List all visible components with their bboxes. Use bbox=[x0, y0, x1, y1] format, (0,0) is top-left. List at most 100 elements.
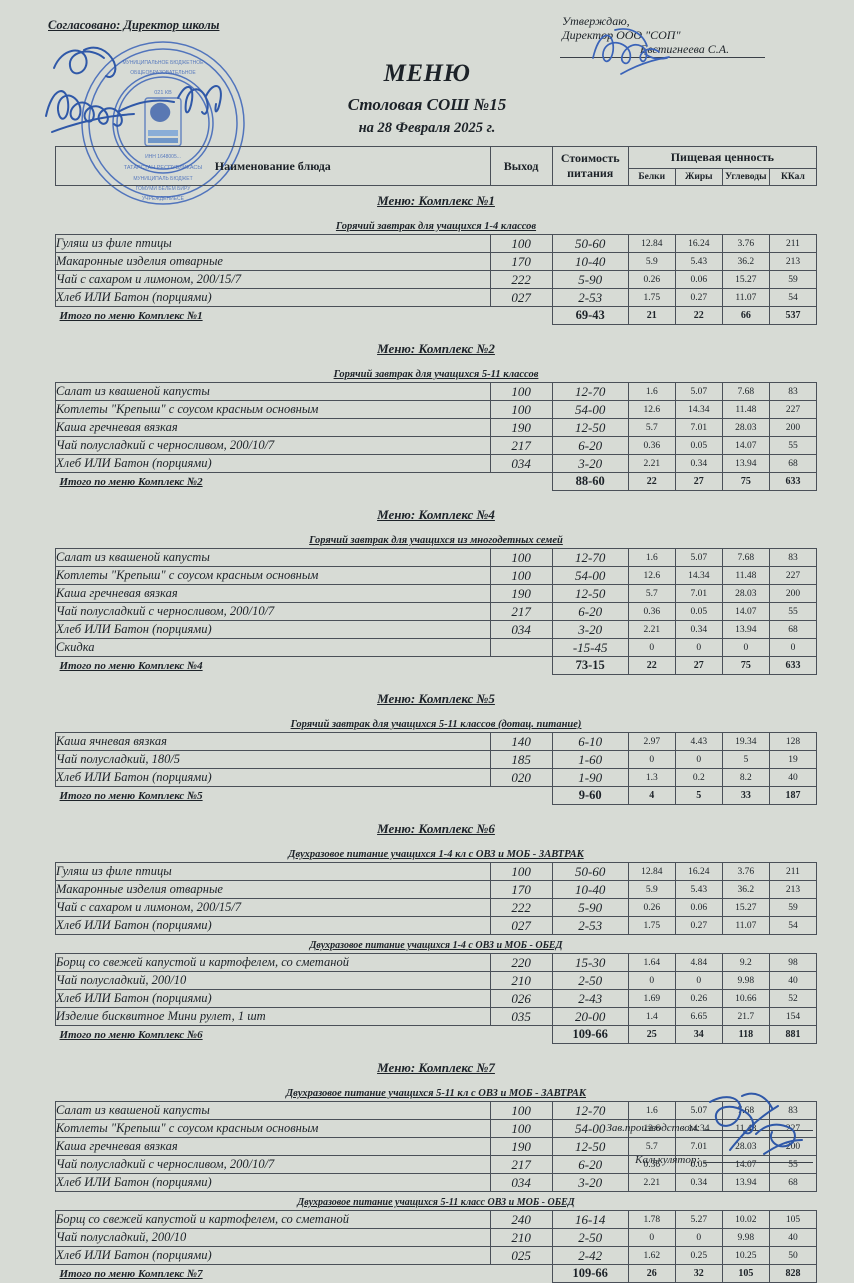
cell-proteins: 1.69 bbox=[627, 989, 676, 1008]
total-fats: 22 bbox=[674, 306, 723, 325]
cell-proteins: 1.75 bbox=[627, 288, 676, 307]
table-row: Салат из квашеной капусты 100 12-70 1.6 5.07… bbox=[55, 382, 818, 401]
cell-fats: 0.25 bbox=[674, 1246, 723, 1265]
cell-proteins: 2.97 bbox=[627, 732, 676, 751]
cell-dish-name: Макаронные изделия отварные bbox=[55, 252, 491, 271]
menu-table: Наименование блюда Выход Стоимость питан… bbox=[55, 146, 818, 1283]
table-row: Хлеб ИЛИ Батон (порциями) 027 2-53 1.75 0.27… bbox=[55, 916, 818, 935]
cell-fats: 0.05 bbox=[674, 602, 723, 621]
cell-output: 034 bbox=[489, 1173, 553, 1192]
complex-total-row: Итого по меню Комплекс №2 88-60 22 27 75 633 bbox=[56, 472, 818, 491]
cell-carbs: 3.76 bbox=[721, 234, 770, 253]
total-price: 109-66 bbox=[551, 1264, 629, 1283]
cell-carbs: 9.98 bbox=[721, 1228, 770, 1247]
cell-dish-name: Борщ со свежей капустой и картофелем, со… bbox=[55, 953, 491, 972]
cell-output: 222 bbox=[489, 270, 553, 289]
total-kcal: 828 bbox=[768, 1264, 818, 1283]
title-block: МЕНЮ Столовая СОШ №15 на 28 Февраля 2025… bbox=[0, 60, 854, 137]
table-row: Борщ со свежей капустой и картофелем, со… bbox=[55, 1210, 818, 1229]
complex-title-row: Меню: Комплекс №4 bbox=[56, 500, 817, 530]
table-row: Котлеты "Крепыш" с соусом красным основн… bbox=[55, 566, 818, 585]
cell-output: 190 bbox=[489, 418, 553, 437]
cell-dish-name: Чай с сахаром и лимоном, 200/15/7 bbox=[55, 898, 491, 917]
section-caption-row: Горячий завтрак для учащихся 5-11 классо… bbox=[56, 714, 817, 733]
cell-fats: 0.26 bbox=[674, 989, 723, 1008]
cell-price: 50-60 bbox=[551, 234, 629, 253]
cell-output: 100 bbox=[489, 234, 553, 253]
cell-dish-name: Котлеты "Крепыш" с соусом красным основн… bbox=[55, 566, 491, 585]
cell-kcal: 68 bbox=[768, 1173, 818, 1192]
cell-output bbox=[489, 638, 553, 657]
cell-kcal: 68 bbox=[768, 620, 818, 639]
cell-price: 50-60 bbox=[551, 862, 629, 881]
total-fats: 34 bbox=[674, 1025, 723, 1044]
total-label: Итого по меню Комплекс №4 bbox=[59, 659, 203, 672]
cell-dish-name: Котлеты "Крепыш" с соусом красным основн… bbox=[55, 1119, 491, 1138]
cell-output: 100 bbox=[489, 548, 553, 567]
cell-carbs: 28.03 bbox=[721, 584, 770, 603]
total-kcal: 633 bbox=[768, 656, 818, 675]
cell-carbs: 9.2 bbox=[721, 953, 770, 972]
approval-director-name: Евстигнеева С.А. bbox=[640, 42, 730, 56]
section-caption-row: Двухразовое питание учащихся 1-4 кл с ОВ… bbox=[56, 844, 817, 863]
cell-carbs: 10.02 bbox=[721, 1210, 770, 1229]
cell-proteins: 1.6 bbox=[627, 1101, 676, 1120]
complex-title: Меню: Комплекс №5 bbox=[377, 691, 495, 706]
total-output-blank bbox=[490, 1265, 552, 1283]
cell-fats: 0.05 bbox=[674, 436, 723, 455]
cell-output: 140 bbox=[489, 732, 553, 751]
cell-carbs: 13.94 bbox=[721, 454, 770, 473]
cell-kcal: 227 bbox=[768, 566, 818, 585]
complex-title-row: Меню: Комплекс №1 bbox=[56, 186, 817, 217]
cell-output: 170 bbox=[489, 880, 553, 899]
total-proteins: 4 bbox=[627, 786, 676, 805]
cell-proteins: 5.7 bbox=[627, 584, 676, 603]
cell-kcal: 55 bbox=[768, 602, 818, 621]
cell-dish-name: Гуляш из филе птицы bbox=[55, 862, 491, 881]
total-proteins: 21 bbox=[627, 306, 676, 325]
cell-price: 10-40 bbox=[551, 880, 629, 899]
complex-title-row: Меню: Комплекс №5 bbox=[56, 684, 817, 714]
table-row: Хлеб ИЛИ Батон (порциями) 025 2-42 1.62 0.25… bbox=[55, 1246, 818, 1265]
total-proteins: 26 bbox=[627, 1264, 676, 1283]
cell-proteins: 0 bbox=[627, 971, 676, 990]
cell-dish-name: Хлеб ИЛИ Батон (порциями) bbox=[55, 768, 491, 787]
cell-proteins: 5.9 bbox=[627, 880, 676, 899]
header-proteins: Белки bbox=[627, 167, 676, 187]
table-row: Борщ со свежей капустой и картофелем, со… bbox=[55, 953, 818, 972]
cell-carbs: 13.94 bbox=[721, 620, 770, 639]
cell-output: 190 bbox=[489, 1137, 553, 1156]
cell-carbs: 36.2 bbox=[721, 880, 770, 899]
table-row: Хлеб ИЛИ Батон (порциями) 026 2-43 1.69 0.26… bbox=[55, 989, 818, 1008]
section-caption-row: Горячий завтрак для учащихся 1-4 классов bbox=[56, 216, 817, 235]
header-carbs: Углеводы bbox=[721, 167, 770, 187]
cell-proteins: 12.6 bbox=[627, 566, 676, 585]
cell-fats: 16.24 bbox=[674, 862, 723, 881]
cell-output: 100 bbox=[489, 862, 553, 881]
cell-dish-name: Хлеб ИЛИ Батон (порциями) bbox=[55, 454, 491, 473]
complex-total-row: Итого по меню Комплекс №4 73-15 22 27 75 633 bbox=[56, 656, 818, 675]
cell-price: 12-50 bbox=[551, 1137, 629, 1156]
header-output: Выход bbox=[489, 146, 553, 186]
cell-dish-name: Хлеб ИЛИ Батон (порциями) bbox=[55, 620, 491, 639]
row-spacer bbox=[56, 805, 817, 815]
total-label: Итого по меню Комплекс №5 bbox=[59, 789, 203, 802]
total-label: Итого по меню Комплекс №1 bbox=[59, 309, 203, 322]
total-carbs: 75 bbox=[721, 472, 770, 491]
table-row: Чай полусладкий, 200/10 210 2-50 0 0 9.98 40 bbox=[55, 1228, 818, 1247]
cell-fats: 14.34 bbox=[674, 566, 723, 585]
cell-fats: 0.34 bbox=[674, 620, 723, 639]
cell-price: 12-50 bbox=[551, 418, 629, 437]
complex-total-row: Итого по меню Комплекс №6 109-66 25 34 118 88… bbox=[56, 1025, 818, 1044]
table-row: Котлеты "Крепыш" с соусом красным основн… bbox=[55, 1119, 818, 1138]
cell-fats: 5.07 bbox=[674, 548, 723, 567]
approval-left-label: Согласовано: Директор школы bbox=[48, 18, 220, 32]
cell-carbs: 3.76 bbox=[721, 862, 770, 881]
title-date: на 28 Февраля 2025 г. bbox=[358, 120, 496, 136]
cell-price: 5-90 bbox=[551, 270, 629, 289]
cell-fats: 4.84 bbox=[674, 953, 723, 972]
cell-dish-name: Хлеб ИЛИ Батон (порциями) bbox=[55, 989, 491, 1008]
cell-fats: 5.43 bbox=[674, 880, 723, 899]
cell-proteins: 1.78 bbox=[627, 1210, 676, 1229]
cell-output: 020 bbox=[489, 768, 553, 787]
